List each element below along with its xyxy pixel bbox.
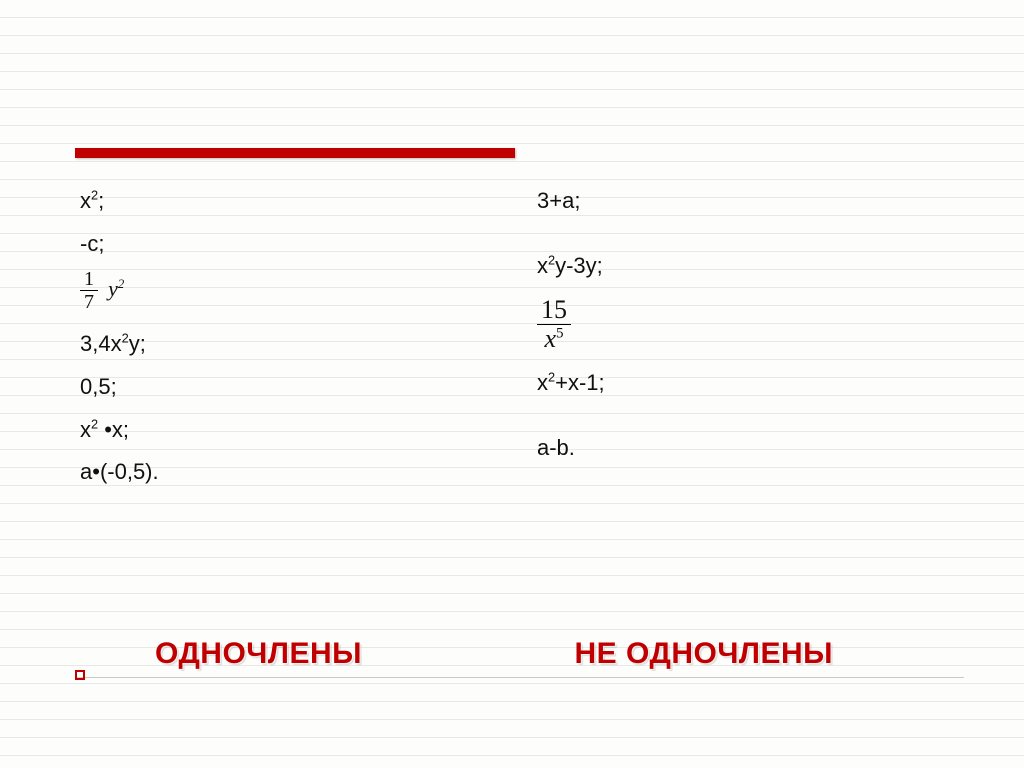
fraction-denominator: x5 bbox=[537, 325, 571, 354]
expr-line: 3,4x2y; bbox=[80, 323, 507, 366]
expr-text: a•(-0,5). bbox=[80, 459, 159, 484]
expr-text: y; bbox=[129, 331, 146, 356]
left-column: x2; -c; 1 7 y2 3,4x2y; 0,5; x2 •x; a•(-0… bbox=[80, 180, 527, 494]
expr-tail: ; bbox=[98, 188, 104, 213]
footer-labels: ОДНОЧЛЕНЫ НЕ ОДНОЧЛЕНЫ bbox=[75, 637, 964, 678]
expr-line: x2y-3y; bbox=[537, 245, 964, 288]
expr-line: -c; bbox=[80, 223, 507, 266]
expr-text: 3,4x bbox=[80, 331, 122, 356]
expr-line: a-b. bbox=[537, 427, 964, 470]
fraction-numerator: 15 bbox=[537, 296, 571, 326]
expr-text: 0,5; bbox=[80, 374, 117, 399]
expr-text: x bbox=[80, 417, 91, 442]
expr-line: 15 x5 bbox=[537, 294, 964, 356]
slide: x2; -c; 1 7 y2 3,4x2y; 0,5; x2 •x; a•(-0… bbox=[0, 0, 1024, 768]
fraction: 15 x5 bbox=[537, 296, 571, 354]
expr-line: a•(-0,5). bbox=[80, 451, 507, 494]
spacer bbox=[80, 315, 507, 323]
fraction-denominator: 7 bbox=[80, 291, 98, 313]
expr-line: x2; bbox=[80, 180, 507, 223]
expr-text: a-b. bbox=[537, 435, 575, 460]
superscript: 2 bbox=[122, 330, 129, 345]
superscript: 5 bbox=[556, 326, 564, 342]
label-monomials: ОДНОЧЛЕНЫ bbox=[75, 637, 545, 671]
expr-text: 3+a; bbox=[537, 188, 580, 213]
fraction-numerator: 1 bbox=[80, 268, 98, 291]
expr-text: •x; bbox=[98, 417, 129, 442]
expr-line: 1 7 y2 bbox=[80, 266, 507, 315]
fraction: 1 7 bbox=[80, 268, 98, 313]
label-not-monomials: НЕ ОДНОЧЛЕНЫ bbox=[545, 637, 965, 671]
expr-text: x bbox=[80, 188, 91, 213]
expr-text: x bbox=[537, 253, 548, 278]
right-column: 3+a; x2y-3y; 15 x5 x2+x-1; a-b. bbox=[527, 180, 964, 494]
expr-text: y-3y; bbox=[555, 253, 603, 278]
expr-line: 0,5; bbox=[80, 366, 507, 409]
expr-text: y bbox=[108, 276, 118, 301]
expr-text: +x-1; bbox=[555, 370, 605, 395]
accent-bar bbox=[75, 148, 515, 158]
fraction-den-var: x bbox=[544, 324, 556, 353]
spacer bbox=[537, 223, 964, 245]
content-columns: x2; -c; 1 7 y2 3,4x2y; 0,5; x2 •x; a•(-0… bbox=[80, 180, 964, 494]
expr-line: 3+a; bbox=[537, 180, 964, 223]
expr-text: x bbox=[537, 370, 548, 395]
expr-line: x2 •x; bbox=[80, 409, 507, 452]
spacer bbox=[537, 405, 964, 427]
bullet-square-icon bbox=[75, 670, 85, 680]
expr-text: -c; bbox=[80, 231, 104, 256]
superscript: 2 bbox=[118, 277, 124, 291]
expr-line: x2+x-1; bbox=[537, 362, 964, 405]
